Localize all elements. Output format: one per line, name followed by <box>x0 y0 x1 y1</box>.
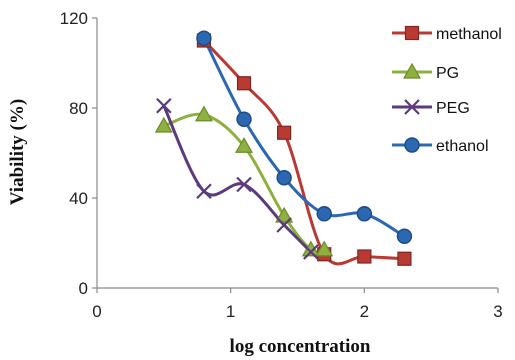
legend-marker-peg-stroke <box>404 99 420 115</box>
data-point-peg-stroke <box>196 183 212 200</box>
legend-label-peg: PEG <box>436 100 470 117</box>
data-point-peg <box>303 244 319 260</box>
legend-label-pg: PG <box>436 65 459 82</box>
axes: 0 40 80 120 0 1 2 3 <box>60 9 503 321</box>
y-tick-label: 40 <box>69 189 88 208</box>
data-point-peg <box>156 97 172 114</box>
data-point-peg-stroke <box>236 176 252 193</box>
y-tick-label: 0 <box>79 279 88 298</box>
legend-marker-ethanol <box>404 137 420 153</box>
data-point-ethanol <box>236 111 252 127</box>
x-tick-label: 1 <box>226 302 235 321</box>
data-point-peg-stroke <box>276 217 292 233</box>
series-markers <box>154 30 413 266</box>
series-lines <box>162 37 406 266</box>
data-point-peg <box>276 217 292 233</box>
data-point-pg <box>275 206 294 223</box>
data-point-ethanol <box>396 228 413 244</box>
legend-label-ethanol: ethanol <box>436 138 489 155</box>
data-point-ethanol <box>356 206 373 222</box>
legend-marker-methanol <box>404 25 420 41</box>
data-point-pg <box>194 105 213 122</box>
data-point-peg <box>196 183 212 200</box>
legend-marker-pg <box>402 62 422 79</box>
series-line-methanol <box>202 39 405 266</box>
series-line-ethanol <box>202 37 406 238</box>
data-point-peg <box>236 176 252 193</box>
data-point-peg-stroke <box>156 97 172 114</box>
data-point-methanol <box>397 251 412 266</box>
legend-label-methanol: methanol <box>436 26 502 43</box>
x-tick-label: 0 <box>92 302 101 321</box>
data-point-pg <box>315 240 334 257</box>
data-point-ethanol <box>196 30 212 46</box>
x-tick-label: 2 <box>360 302 369 321</box>
x-tick-label: 3 <box>493 302 502 321</box>
data-point-methanol <box>236 76 252 91</box>
data-point-methanol <box>357 249 372 264</box>
data-point-peg-stroke <box>303 244 319 260</box>
data-point-ethanol <box>276 170 292 186</box>
data-point-pg <box>154 116 173 133</box>
data-point-methanol <box>277 125 292 140</box>
data-point-pg <box>234 137 254 153</box>
legend-marker-peg <box>404 99 420 115</box>
y-tick-label: 80 <box>69 99 88 118</box>
legend: methanol PG PEG ethanol <box>392 25 502 155</box>
y-axis-title: Viability (%) <box>7 99 28 205</box>
x-axis-title: log concentration <box>230 336 371 357</box>
y-tick-label: 120 <box>60 9 88 28</box>
data-point-ethanol <box>316 206 332 222</box>
